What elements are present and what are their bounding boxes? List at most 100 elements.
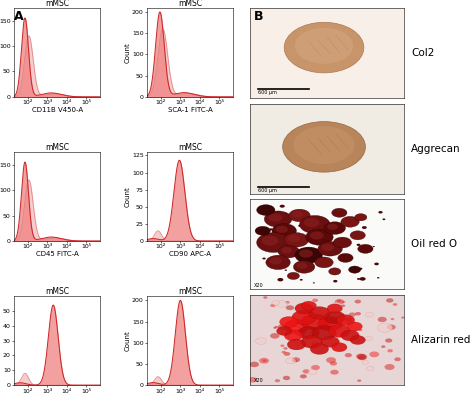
Circle shape xyxy=(359,329,362,331)
Circle shape xyxy=(286,358,296,364)
Circle shape xyxy=(303,369,310,374)
Circle shape xyxy=(294,254,298,256)
Circle shape xyxy=(284,330,302,341)
Circle shape xyxy=(332,208,347,217)
Circle shape xyxy=(259,358,269,364)
Circle shape xyxy=(288,235,300,242)
Circle shape xyxy=(284,319,309,334)
Circle shape xyxy=(362,360,368,364)
Circle shape xyxy=(337,324,343,328)
Circle shape xyxy=(301,334,306,337)
Circle shape xyxy=(308,322,314,326)
Circle shape xyxy=(312,299,318,302)
Circle shape xyxy=(280,316,298,327)
Circle shape xyxy=(295,235,297,236)
Circle shape xyxy=(349,222,353,224)
Text: A: A xyxy=(14,10,24,23)
Circle shape xyxy=(350,336,365,345)
Circle shape xyxy=(394,357,401,361)
Circle shape xyxy=(324,311,346,324)
Circle shape xyxy=(270,333,280,339)
Circle shape xyxy=(321,321,332,327)
Circle shape xyxy=(274,326,278,328)
Circle shape xyxy=(401,317,404,318)
Circle shape xyxy=(310,343,328,354)
Circle shape xyxy=(358,244,373,253)
Circle shape xyxy=(280,205,285,208)
Circle shape xyxy=(292,357,300,362)
Title: mMSC: mMSC xyxy=(178,143,202,152)
Circle shape xyxy=(357,278,360,280)
Circle shape xyxy=(263,296,267,299)
Circle shape xyxy=(272,301,280,305)
Circle shape xyxy=(288,320,295,325)
Circle shape xyxy=(294,240,296,242)
Text: 600 μm: 600 μm xyxy=(258,188,277,193)
Circle shape xyxy=(263,257,266,259)
Circle shape xyxy=(358,268,359,269)
Ellipse shape xyxy=(293,126,355,164)
Ellipse shape xyxy=(295,28,353,64)
Circle shape xyxy=(280,345,284,347)
Circle shape xyxy=(268,213,282,222)
Circle shape xyxy=(383,219,385,220)
Title: mMSC: mMSC xyxy=(45,0,69,8)
Circle shape xyxy=(373,246,375,247)
Circle shape xyxy=(263,359,266,362)
Circle shape xyxy=(301,336,322,348)
Circle shape xyxy=(386,298,393,303)
Circle shape xyxy=(285,324,299,332)
Circle shape xyxy=(365,312,374,317)
Circle shape xyxy=(321,244,334,251)
Circle shape xyxy=(255,338,266,344)
Circle shape xyxy=(327,224,338,230)
Y-axis label: Count: Count xyxy=(0,330,1,351)
Circle shape xyxy=(331,302,341,308)
Text: Col2: Col2 xyxy=(411,48,434,58)
Text: X20: X20 xyxy=(254,378,263,384)
Circle shape xyxy=(300,374,307,378)
Circle shape xyxy=(270,257,282,264)
Circle shape xyxy=(377,277,379,279)
Circle shape xyxy=(347,322,362,331)
Circle shape xyxy=(324,222,346,234)
Y-axis label: Count: Count xyxy=(125,186,130,207)
Circle shape xyxy=(295,330,306,336)
Y-axis label: Count: Count xyxy=(125,330,130,351)
Circle shape xyxy=(341,217,359,227)
Circle shape xyxy=(301,321,310,326)
Circle shape xyxy=(261,232,264,234)
X-axis label: CD45 FITC-A: CD45 FITC-A xyxy=(36,251,79,257)
Text: 600 μm: 600 μm xyxy=(258,90,277,95)
Circle shape xyxy=(298,224,303,227)
Y-axis label: Count: Count xyxy=(125,42,130,63)
Circle shape xyxy=(335,299,344,305)
Circle shape xyxy=(321,336,339,347)
Circle shape xyxy=(318,242,342,256)
Circle shape xyxy=(312,325,336,340)
Circle shape xyxy=(356,244,361,246)
Circle shape xyxy=(266,255,290,270)
Circle shape xyxy=(332,343,347,352)
Circle shape xyxy=(381,345,385,348)
Circle shape xyxy=(300,279,303,281)
X-axis label: SCA-1 FITC-A: SCA-1 FITC-A xyxy=(168,107,212,113)
Circle shape xyxy=(315,257,333,268)
Circle shape xyxy=(289,209,310,222)
Title: mMSC: mMSC xyxy=(45,143,69,152)
Circle shape xyxy=(358,355,366,360)
Circle shape xyxy=(247,377,257,382)
Circle shape xyxy=(273,244,275,245)
Circle shape xyxy=(387,349,393,353)
Circle shape xyxy=(276,301,288,307)
Circle shape xyxy=(309,307,330,319)
Circle shape xyxy=(366,366,374,371)
Text: Oil red O: Oil red O xyxy=(411,239,457,249)
Circle shape xyxy=(378,211,383,213)
Circle shape xyxy=(384,364,395,370)
Circle shape xyxy=(270,304,275,307)
Text: Aggrecan: Aggrecan xyxy=(411,144,461,154)
Circle shape xyxy=(325,324,335,330)
Circle shape xyxy=(345,353,352,357)
Circle shape xyxy=(360,277,365,281)
